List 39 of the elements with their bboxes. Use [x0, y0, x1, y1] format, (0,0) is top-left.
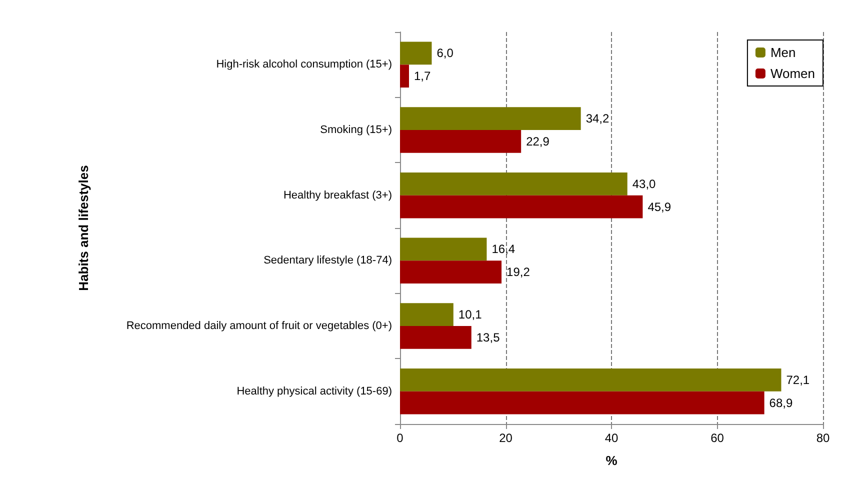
legend-label: Men	[770, 45, 796, 60]
data-label: 1,7	[414, 69, 431, 84]
data-label: 72,1	[786, 372, 810, 387]
y-tick-label: Recommended daily amount of fruit or vegetables (0+)	[126, 320, 392, 332]
data-label: 68,9	[769, 396, 793, 410]
bar	[400, 391, 764, 414]
x-tick-label: 0	[396, 431, 404, 445]
x-tick-label: 40	[604, 431, 618, 445]
x-tick-label: 60	[710, 431, 724, 445]
data-label: 19,2	[506, 265, 530, 280]
bar	[400, 42, 432, 65]
bar	[400, 260, 502, 284]
data-label: 13,5	[476, 330, 500, 344]
data-label: 10,1	[458, 308, 482, 322]
y-tick-label: Healthy breakfast (3+)	[283, 189, 392, 202]
bar	[400, 107, 581, 130]
bar	[400, 238, 487, 261]
y-axis-title: Habits and lifestyles	[76, 165, 91, 291]
y-tick-label: Healthy physical activity (15-69)	[236, 385, 392, 398]
bar	[400, 64, 409, 88]
bar	[400, 326, 472, 349]
bar	[400, 195, 643, 218]
data-label: 22,9	[526, 134, 550, 148]
bar	[400, 130, 522, 153]
bar	[400, 172, 628, 196]
y-tick-label: Sedentary lifestyle (18-74)	[264, 254, 392, 267]
data-label: 6,0	[436, 46, 454, 60]
y-tick-label: Smoking (15+)	[320, 124, 392, 136]
x-axis-title: %	[606, 453, 618, 468]
x-tick-label: 80	[816, 431, 830, 445]
data-label: 45,9	[648, 200, 672, 214]
data-label: 43,0	[632, 176, 656, 191]
bar	[400, 303, 454, 326]
y-tick-label: High-risk alcohol consumption (15+)	[216, 58, 392, 71]
data-label: 34,2	[586, 112, 610, 126]
legend-label: Women	[770, 66, 816, 81]
x-tick-label: 20	[499, 431, 513, 445]
data-label: 16,4	[492, 242, 516, 256]
bar	[400, 368, 782, 392]
